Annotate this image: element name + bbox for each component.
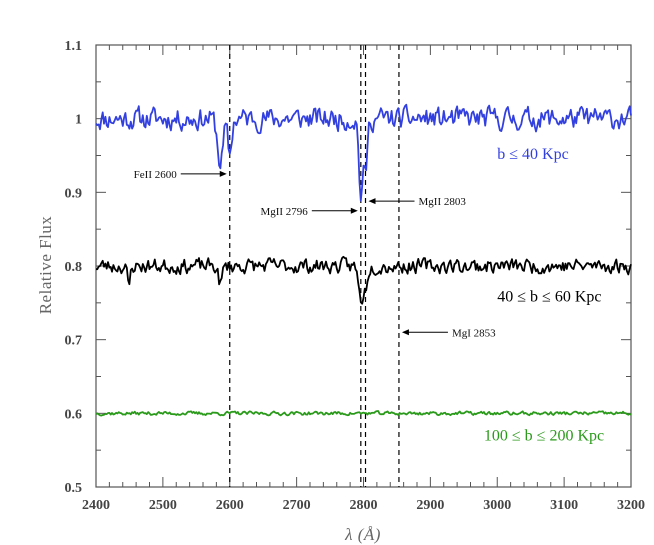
x-tick-label: 3200 [617,498,645,513]
y-tick-label: 0.9 [65,186,83,201]
y-axis-label: Relative Flux [36,216,55,315]
annotation-arrow-head [368,198,376,205]
y-tick-label: 1 [75,113,82,128]
x-tick-label: 2900 [416,498,444,513]
series-label: 40 ≤ b ≤ 60 Kpc [497,288,601,305]
annotation-label: FeII 2600 [134,169,178,181]
line-annotation: MgI 2853 [401,327,496,339]
annotation-label: MgII 2796 [260,206,308,218]
series-label: b ≤ 40 Kpc [497,146,568,163]
y-tick-label: 0.7 [65,334,83,349]
line-annotation: MgII 2796 [260,206,358,218]
annotation-arrow-head [401,329,409,336]
line-annotations: FeII 2600 MgII 2796 MgII 2803 MgI 2853 [134,169,496,339]
y-tick-label: 0.8 [65,260,83,275]
y-tick-label: 0.5 [65,481,83,496]
annotation-label: MgII 2803 [419,196,467,208]
x-axis-label: λ (Å) [344,525,381,544]
x-tick-label: 2500 [149,498,177,513]
x-tick-label: 2600 [216,498,244,513]
y-tick-label: 1.1 [65,39,83,54]
annotation-arrow-head [219,170,227,177]
line-annotation: MgII 2803 [368,196,467,208]
annotation-label: MgI 2853 [452,327,496,339]
annotation-arrow-head [350,207,358,214]
spectrum-series [95,103,632,417]
spectrum-line [95,410,632,417]
spectrum-line [95,103,632,202]
x-tick-label: 2400 [82,498,110,513]
series-label: 100 ≤ b ≤ 200 Kpc [484,428,604,445]
spectrum-line [96,255,632,305]
y-tick-label: 0.6 [65,407,83,422]
line-annotation: FeII 2600 [134,169,227,181]
x-tick-label: 3100 [550,498,578,513]
x-tick-label: 3000 [483,498,511,513]
x-tick-label: 2800 [350,498,378,513]
series-labels: b ≤ 40 Kpc 40 ≤ b ≤ 60 Kpc 100 ≤ b ≤ 200 K… [484,146,604,444]
x-tick-label: 2700 [283,498,311,513]
